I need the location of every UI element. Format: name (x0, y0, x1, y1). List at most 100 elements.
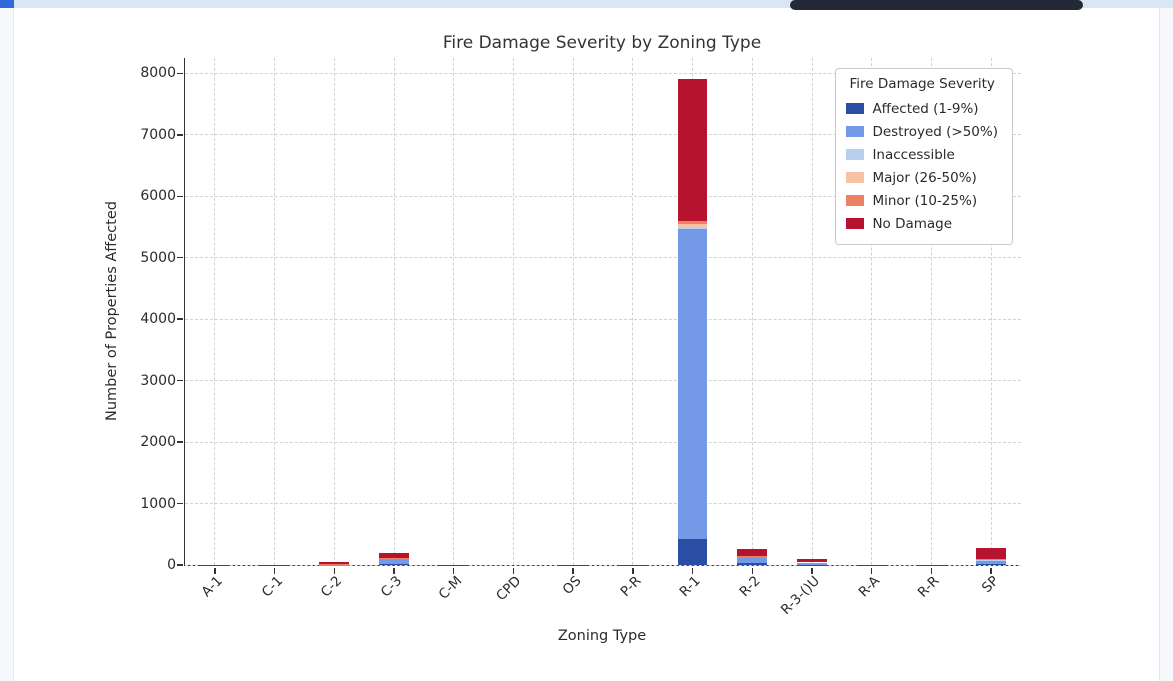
x-tick-mark (393, 567, 395, 574)
x-tick-label-text: C-3 (377, 573, 406, 601)
gridline-vertical (871, 58, 873, 565)
bar-segment (976, 563, 1007, 565)
x-tick-label-text: P-R (617, 573, 645, 600)
x-tick-mark (691, 567, 694, 574)
gridline-vertical (333, 58, 335, 565)
gridline-vertical (811, 58, 813, 565)
x-tick-mark (751, 567, 754, 574)
bar-segment (737, 549, 768, 556)
x-tick-mark (452, 567, 455, 574)
legend-color-swatch (846, 172, 865, 183)
gridline-horizontal (185, 503, 1021, 505)
bar-segment (677, 223, 708, 228)
page-right-gutter (1159, 8, 1173, 681)
bar-segment (319, 561, 350, 565)
bar-segment (677, 539, 708, 565)
legend-entry-label: Affected (1-9%) (872, 100, 979, 117)
gridline-vertical (572, 58, 574, 565)
y-tick-mark (176, 379, 183, 382)
bar-segment (379, 553, 409, 558)
gridline-vertical (990, 58, 992, 565)
legend-entry-label: Destroyed (>50%) (872, 123, 998, 140)
x-axis-label: Zoning Type (557, 628, 647, 644)
x-tick-label-text: A-1 (199, 573, 227, 601)
bar-segment (677, 221, 708, 224)
y-tick-label: 8000 (140, 65, 176, 82)
legend-color-swatch (846, 218, 865, 229)
gridline-vertical (453, 58, 455, 565)
bar-segment (797, 559, 827, 563)
x-tick-label-text: C-2 (318, 573, 346, 601)
gridline-vertical (632, 58, 634, 565)
page-left-gutter (0, 8, 14, 681)
y-tick-mark (176, 441, 183, 443)
x-tick-label-text: R-3-()U (778, 573, 824, 618)
y-tick-label: 6000 (140, 188, 176, 205)
gridline-vertical (214, 58, 216, 565)
x-tick-label-text: SP (979, 573, 1003, 597)
y-tick-mark (176, 502, 183, 505)
x-tick-mark (930, 567, 933, 574)
x-tick-label-text: R-R (915, 573, 943, 601)
legend-color-swatch (846, 103, 865, 114)
gridline-vertical (274, 58, 276, 565)
legend-entry-label: Major (26-50%) (872, 169, 977, 186)
legend-entry-label: Inaccessible (872, 146, 955, 163)
x-tick-label-text: OS (559, 573, 585, 598)
legend-title: Fire Damage Severity (849, 76, 995, 92)
bar-segment (976, 560, 1007, 564)
top-left-accent (0, 0, 14, 8)
y-tick-mark (176, 195, 183, 198)
legend-entry-label: No Damage (872, 215, 953, 232)
gridline-horizontal (185, 72, 1021, 74)
plot-area: Fire Damage Severity Affected (1-9%) Dest… (176, 58, 1021, 618)
y-tick-mark (176, 134, 183, 136)
y-tick-mark (176, 318, 183, 320)
x-tick-mark (512, 567, 515, 574)
legend-entry: Inaccessible (846, 143, 998, 166)
x-tick-mark (870, 567, 873, 574)
y-tick-label: 0 (167, 557, 176, 573)
gridline-vertical (393, 58, 395, 565)
legend-color-swatch (846, 195, 865, 206)
y-tick-label: 2000 (140, 434, 176, 451)
y-tick-label: 5000 (140, 249, 176, 266)
legend-entry-label: Minor (10-25%) (872, 192, 978, 209)
bar-segment (737, 563, 768, 565)
legend-entry: Major (26-50%) (846, 166, 998, 189)
legend-color-swatch (846, 149, 865, 160)
x-tick-mark (214, 567, 216, 574)
y-tick-mark (176, 256, 183, 259)
legend: Fire Damage Severity Affected (1-9%) Dest… (835, 68, 1013, 245)
bar-segment (797, 562, 827, 565)
x-tick-mark (333, 567, 336, 574)
gridline-vertical (512, 58, 514, 565)
x-tick-label-text: R-A (855, 573, 884, 601)
legend-entry: Destroyed (>50%) (846, 120, 998, 143)
browser-top-strip (0, 0, 1173, 8)
x-tick-mark (811, 567, 813, 574)
bar-segment (677, 78, 708, 222)
gridline-vertical (930, 58, 932, 565)
top-dark-element (790, 0, 1083, 10)
x-tick-label-text: CPD (493, 573, 525, 605)
x-tick-mark (990, 567, 992, 574)
legend-entry: Minor (10-25%) (846, 189, 998, 212)
bar-segment (976, 547, 1007, 560)
x-tick-mark (572, 567, 574, 574)
gridline-horizontal (185, 134, 1021, 136)
y-axis-tick-labels: 0 1000 2000 3000 4000 5000 6000 7000 8000 (0, 58, 176, 573)
gridline-horizontal (185, 195, 1021, 197)
y-tick-label: 1000 (140, 495, 176, 512)
y-axis-label: Number of Properties Affected (104, 201, 120, 421)
legend-color-swatch (846, 126, 865, 137)
bar-segment (379, 564, 409, 565)
gridline-horizontal (185, 257, 1021, 259)
gridline-vertical (751, 58, 753, 565)
legend-entry: Affected (1-9%) (846, 97, 998, 120)
y-tick-label: 3000 (140, 372, 176, 389)
bar-segment (677, 229, 708, 540)
bar-segment (379, 558, 409, 565)
y-tick-mark (176, 564, 183, 566)
